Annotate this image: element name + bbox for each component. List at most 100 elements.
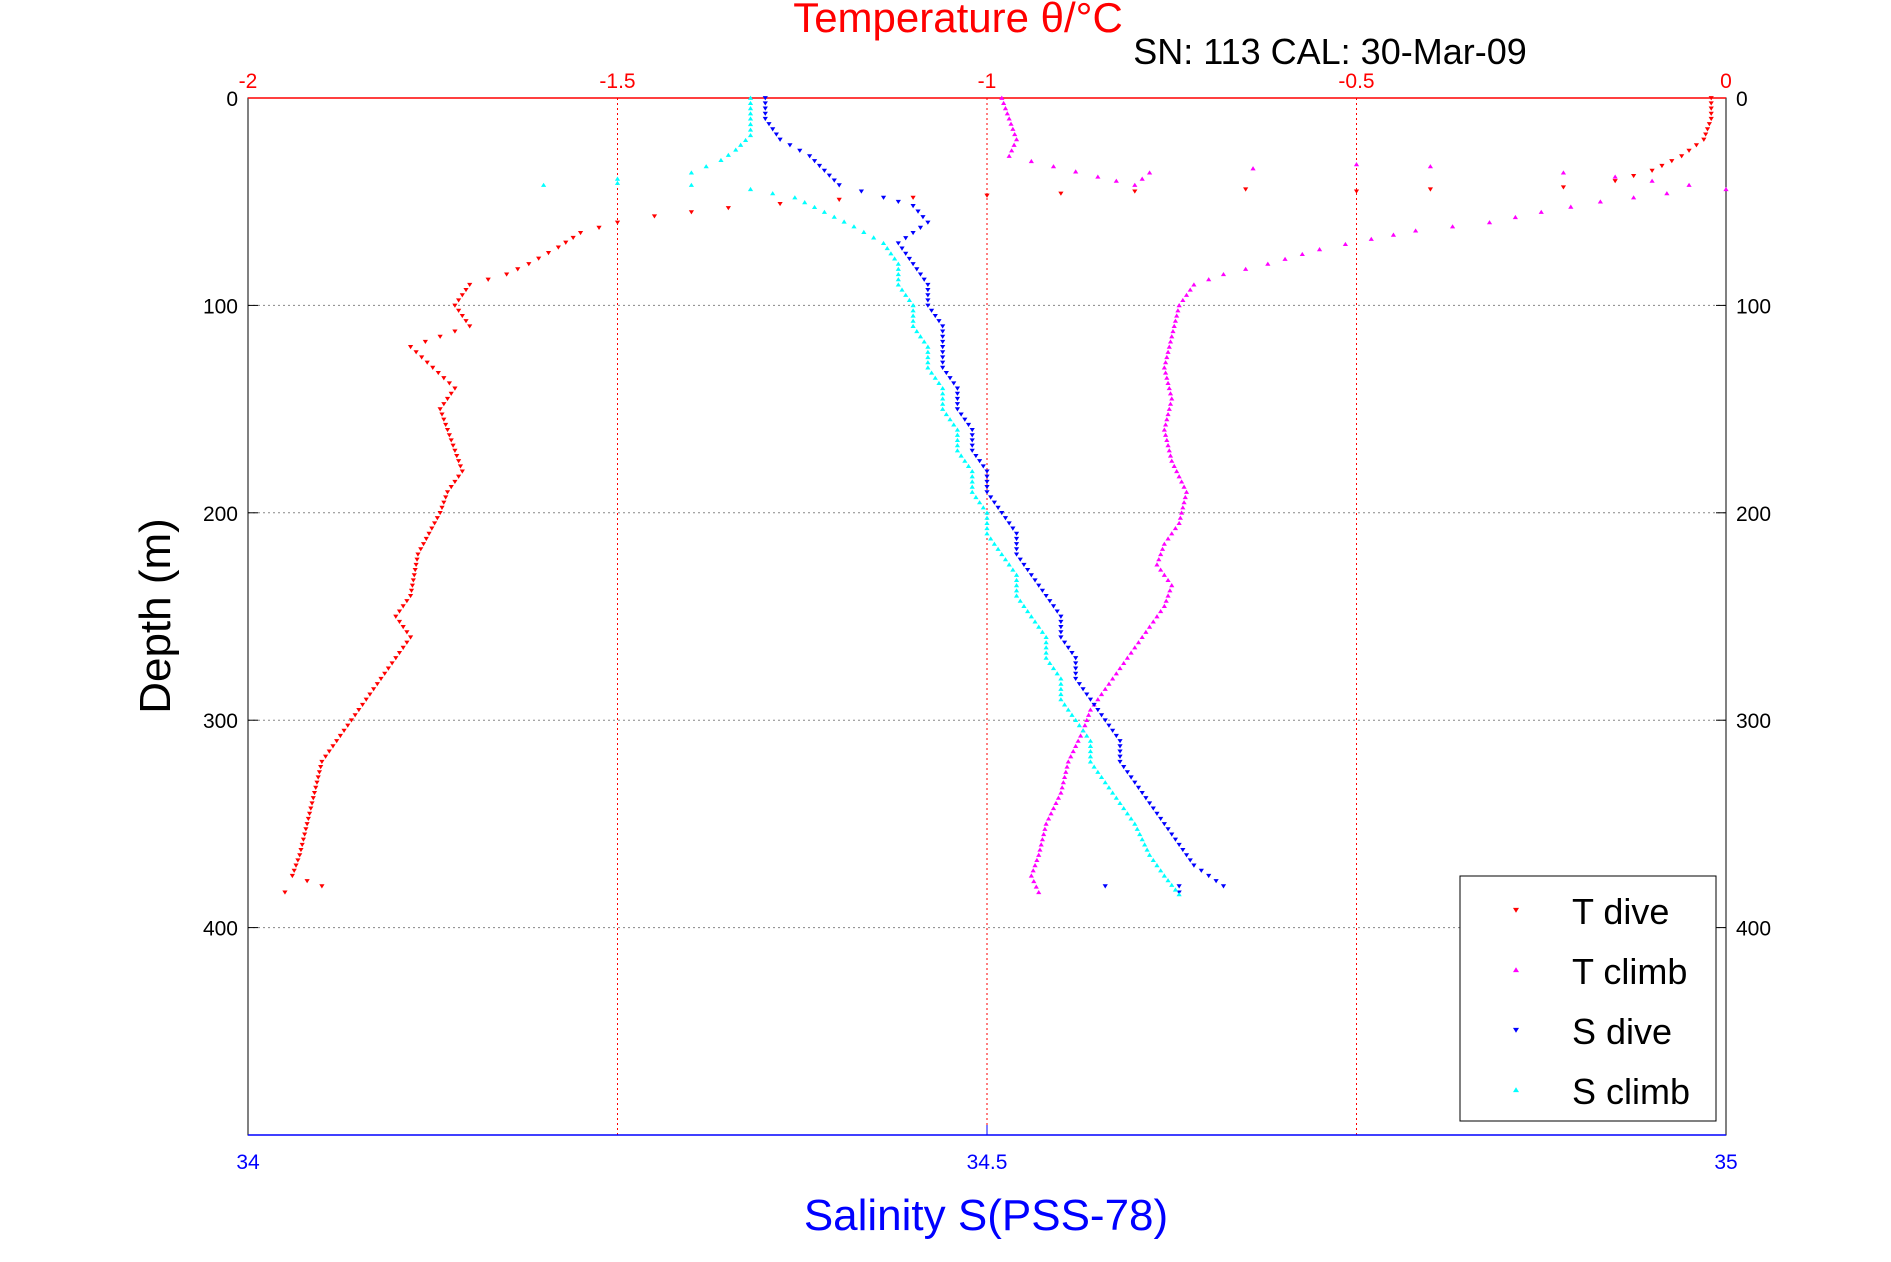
data-point bbox=[1013, 536, 1020, 542]
data-point bbox=[910, 204, 916, 209]
data-point bbox=[1132, 189, 1138, 194]
data-point bbox=[1054, 671, 1060, 676]
data-point bbox=[309, 801, 315, 806]
data-point bbox=[1132, 821, 1138, 826]
data-point bbox=[306, 811, 313, 816]
x-top-tick-label: -1 bbox=[978, 70, 997, 93]
data-point bbox=[940, 339, 946, 345]
data-point bbox=[1664, 191, 1670, 196]
data-point bbox=[969, 479, 975, 484]
data-point bbox=[1179, 479, 1185, 484]
data-point bbox=[762, 106, 768, 111]
data-point bbox=[1706, 122, 1712, 127]
data-point bbox=[1177, 515, 1183, 520]
data-point bbox=[448, 438, 454, 443]
data-point bbox=[821, 168, 828, 173]
data-point bbox=[1172, 887, 1179, 892]
data-point bbox=[899, 246, 905, 251]
data-point bbox=[980, 505, 986, 510]
data-point bbox=[1012, 131, 1018, 137]
data-point bbox=[1124, 811, 1131, 816]
data-point bbox=[1017, 557, 1023, 562]
data-point bbox=[1091, 764, 1097, 769]
data-point bbox=[1047, 599, 1053, 604]
data-point bbox=[1132, 645, 1138, 650]
data-point bbox=[831, 178, 837, 183]
data-point bbox=[1353, 162, 1360, 167]
data-point bbox=[1167, 391, 1174, 396]
data-point bbox=[1162, 432, 1169, 437]
data-point bbox=[1679, 154, 1685, 159]
data-point bbox=[1243, 187, 1249, 192]
data-point bbox=[718, 157, 724, 163]
y-tick-label-left: 300 bbox=[203, 710, 238, 733]
data-point bbox=[1064, 764, 1070, 769]
data-point bbox=[1164, 375, 1170, 380]
data-point bbox=[1073, 661, 1079, 666]
data-point bbox=[884, 246, 890, 251]
data-point bbox=[614, 176, 621, 181]
data-point bbox=[1124, 655, 1131, 660]
data-point bbox=[1055, 795, 1062, 800]
data-point bbox=[1146, 624, 1153, 629]
data-point bbox=[305, 816, 311, 822]
data-point bbox=[504, 272, 510, 277]
data-point bbox=[1010, 126, 1016, 131]
data-point bbox=[925, 344, 931, 349]
data-point bbox=[1013, 531, 1020, 536]
data-point bbox=[1013, 593, 1020, 598]
data-point bbox=[777, 201, 783, 207]
data-point bbox=[363, 697, 369, 702]
data-point bbox=[910, 195, 916, 200]
data-point bbox=[836, 197, 842, 202]
data-point bbox=[1427, 164, 1433, 169]
data-point bbox=[1560, 170, 1567, 175]
data-point bbox=[807, 154, 813, 159]
data-point bbox=[1243, 266, 1249, 271]
data-point bbox=[1065, 759, 1071, 764]
data-point bbox=[762, 101, 768, 106]
data-point bbox=[1043, 821, 1049, 826]
data-point bbox=[1172, 318, 1179, 323]
data-point bbox=[393, 614, 399, 619]
data-point bbox=[1165, 593, 1171, 598]
data-point bbox=[1073, 671, 1079, 676]
data-point bbox=[1058, 790, 1064, 795]
data-point bbox=[400, 604, 406, 609]
data-point bbox=[1183, 853, 1190, 858]
data-point bbox=[1159, 546, 1166, 551]
data-point bbox=[441, 376, 447, 381]
data-point bbox=[444, 396, 451, 402]
data-point bbox=[1560, 185, 1567, 190]
data-point bbox=[880, 195, 887, 200]
data-point bbox=[614, 180, 621, 185]
data-point bbox=[1028, 158, 1034, 164]
data-point bbox=[787, 143, 793, 148]
legend-marker bbox=[1513, 967, 1519, 973]
data-point bbox=[1039, 837, 1046, 842]
data-point bbox=[984, 510, 990, 515]
data-point bbox=[422, 339, 428, 345]
data-point bbox=[1117, 666, 1123, 671]
data-point bbox=[954, 386, 961, 391]
data-point bbox=[1612, 174, 1618, 179]
data-point bbox=[915, 209, 921, 214]
data-point bbox=[1058, 619, 1064, 625]
data-point bbox=[311, 790, 318, 796]
data-point bbox=[1198, 868, 1204, 873]
data-point bbox=[880, 240, 887, 245]
data-point bbox=[526, 262, 532, 267]
data-point bbox=[1058, 681, 1064, 686]
data-point bbox=[1704, 127, 1711, 132]
data-point bbox=[459, 313, 465, 319]
data-point bbox=[337, 733, 343, 739]
data-point bbox=[356, 708, 362, 713]
data-point bbox=[1009, 148, 1015, 153]
data-point bbox=[995, 546, 1001, 551]
data-point bbox=[1073, 656, 1079, 661]
data-point bbox=[940, 329, 946, 334]
data-point bbox=[903, 251, 909, 256]
data-point bbox=[1128, 650, 1134, 655]
data-point bbox=[1165, 536, 1171, 541]
data-point bbox=[463, 288, 469, 293]
